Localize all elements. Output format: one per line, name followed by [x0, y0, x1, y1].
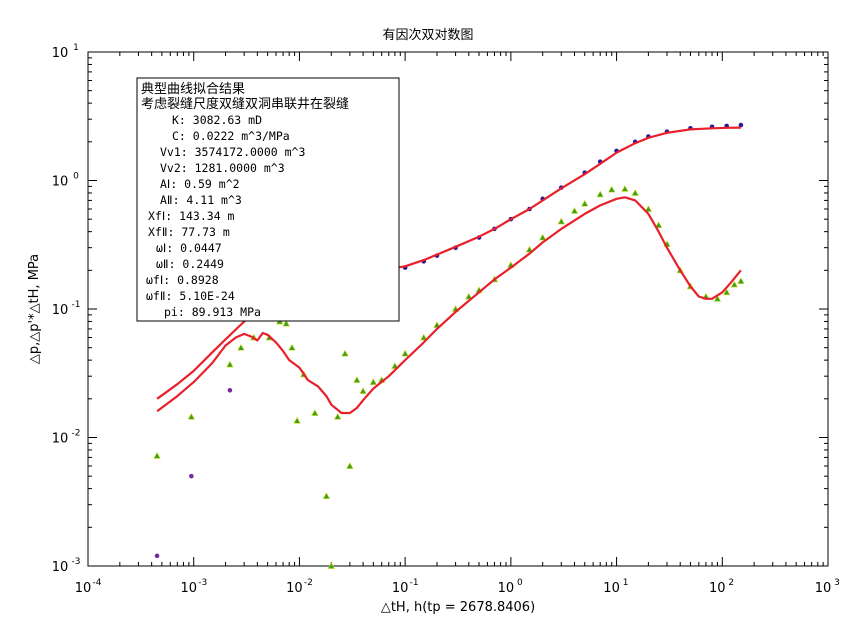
derivative-point: [621, 185, 629, 192]
x-tick-exponent: -2: [304, 578, 313, 588]
axis-ticks: 10 -4 10 -3 10 -2 10 -1 10 0 10 1 10 2 10 310 -310 -210 -1…: [52, 43, 840, 596]
x-tick-label: 10: [180, 581, 197, 596]
x-tick-label: 10: [392, 581, 409, 596]
derivative-point: [288, 343, 296, 351]
param-k: K: 3082.63 mD: [172, 113, 262, 127]
derivative-point: [327, 562, 335, 569]
derivative-point: [346, 462, 354, 469]
fit-results-border: [136, 77, 400, 322]
param-omegaf2: ωfⅡ: 5.10E-24: [146, 289, 235, 303]
derivative-point: [293, 416, 301, 424]
derivative-point: [369, 378, 378, 385]
y-tick-exponent: -2: [72, 429, 81, 439]
y-tick-label: 10: [52, 303, 69, 318]
x-tick-exponent: -1: [410, 578, 419, 588]
y-tick-label: 10: [52, 560, 69, 575]
param-vv2: Vv2: 1281.0000 m^3: [160, 161, 285, 175]
derivative-point: [730, 280, 739, 288]
param-xf2: XfⅡ: 77.73 m: [148, 225, 230, 239]
derivative-point: [333, 412, 342, 420]
x-tick-label: 10: [815, 581, 832, 596]
derivative-point: [226, 360, 234, 368]
param-vv1: Vv1: 3574172.0000 m^3: [160, 145, 305, 159]
y-tick-exponent: -1: [72, 300, 81, 310]
x-tick-label: 10: [709, 581, 726, 596]
pressure-point: [227, 387, 233, 393]
pressure-point: [154, 553, 160, 559]
derivative-point: [722, 288, 731, 296]
param-a2: AⅡ: 4.11 m^3: [160, 193, 242, 207]
x-tick-exponent: -4: [93, 578, 102, 588]
derivative-point: [420, 333, 428, 341]
derivative-point: [341, 349, 349, 357]
pressure-point: [738, 122, 744, 128]
param-omega1: ωⅠ: 0.0447: [156, 241, 222, 255]
x-tick-exponent: 1: [623, 578, 629, 588]
param-pi: pi: 89.913 MPa: [164, 305, 261, 319]
x-tick-label: 10: [498, 581, 515, 596]
derivative-point: [737, 277, 745, 284]
derivative-point: [608, 185, 616, 193]
derivative-point: [465, 292, 473, 300]
x-tick-label: 10: [603, 581, 620, 596]
chart-title: 有因次双对数图: [382, 27, 473, 43]
derivative-point: [525, 245, 534, 253]
fit-results-heading: 典型曲线拟合结果: [141, 82, 245, 97]
derivative-point: [596, 190, 604, 198]
derivative-fit-line: [156, 196, 742, 415]
derivative-point: [713, 295, 722, 302]
derivative-point: [153, 452, 161, 459]
param-c: C: 0.0222 m^3/MPa: [172, 129, 290, 143]
derivative-point: [311, 409, 319, 416]
x-tick-label: 10: [75, 581, 92, 596]
fit-results-box: 典型曲线拟合结果 考虑裂缝尺度双缝双洞串联井在裂缝 K: 3082.63 mD …: [136, 77, 400, 322]
derivative-point: [570, 207, 579, 214]
derivative-point: [581, 199, 589, 207]
derivative-point: [187, 412, 196, 420]
derivative-point: [654, 221, 663, 228]
param-xf1: XfⅠ: 143.34 m: [148, 209, 235, 223]
fit-results-model: 考虑裂缝尺度双缝双洞串联井在裂缝: [141, 96, 349, 112]
x-tick-exponent: 3: [834, 578, 840, 588]
derivative-point: [359, 387, 367, 394]
param-a1: AⅠ: 0.59 m^2: [160, 177, 240, 191]
x-tick-label: 10: [286, 581, 303, 596]
x-tick-exponent: 2: [728, 578, 734, 588]
y-axis-label: △p,△p'*△tH, MPa: [27, 254, 42, 364]
derivative-point: [353, 376, 361, 383]
y-tick-exponent: 0: [73, 172, 79, 182]
derivative-point: [644, 205, 653, 212]
derivative-point: [237, 343, 245, 351]
derivative-point: [538, 233, 547, 241]
x-tick-exponent: 0: [517, 578, 523, 588]
derivative-point: [401, 349, 409, 357]
pressure-point: [189, 473, 194, 479]
x-axis-label: △tH, h(tp = 2678.8406): [381, 600, 535, 615]
y-tick-label: 10: [52, 432, 69, 447]
y-tick-exponent: 1: [73, 43, 79, 53]
derivative-point: [557, 217, 566, 225]
param-omegaf1: ωfⅠ: 0.8928: [146, 273, 219, 287]
y-tick-label: 10: [52, 175, 69, 190]
param-omega2: ωⅡ: 0.2449: [156, 257, 224, 271]
derivative-point: [322, 492, 331, 499]
y-tick-exponent: -3: [72, 557, 81, 567]
derivative-point: [282, 319, 290, 327]
derivative-point: [631, 189, 639, 196]
x-tick-exponent: -3: [198, 578, 207, 588]
y-tick-label: 10: [52, 46, 69, 61]
